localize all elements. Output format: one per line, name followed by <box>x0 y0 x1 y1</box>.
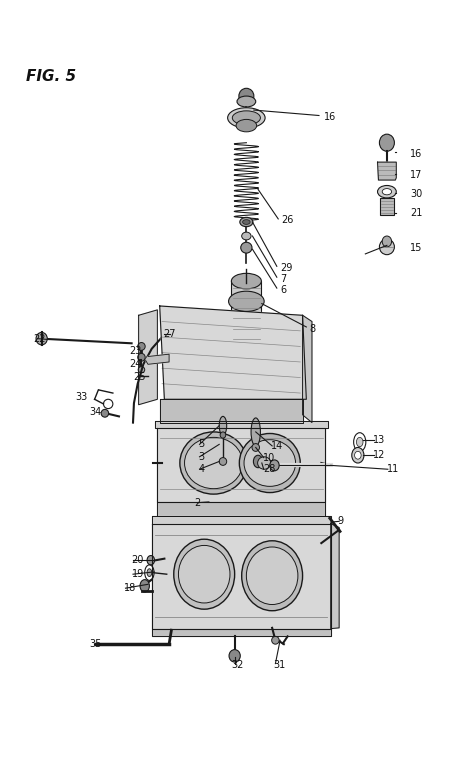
Ellipse shape <box>252 444 259 451</box>
Text: 2: 2 <box>194 498 200 507</box>
Ellipse shape <box>356 438 363 446</box>
Bar <box>231 281 261 346</box>
Polygon shape <box>146 354 169 364</box>
Ellipse shape <box>254 455 263 467</box>
Text: 25: 25 <box>133 372 146 382</box>
Text: 22: 22 <box>33 334 46 345</box>
Ellipse shape <box>36 333 47 345</box>
Text: 20: 20 <box>132 555 144 565</box>
Ellipse shape <box>137 342 145 350</box>
Ellipse shape <box>239 88 254 104</box>
Ellipse shape <box>173 327 181 337</box>
Text: 16: 16 <box>410 149 423 159</box>
Ellipse shape <box>382 189 392 195</box>
Ellipse shape <box>246 547 298 604</box>
Ellipse shape <box>180 432 247 494</box>
Ellipse shape <box>257 456 271 469</box>
Text: 26: 26 <box>282 215 294 226</box>
Ellipse shape <box>379 239 394 254</box>
Polygon shape <box>331 524 339 629</box>
Ellipse shape <box>382 236 392 247</box>
Polygon shape <box>152 629 331 637</box>
Ellipse shape <box>251 418 260 446</box>
Ellipse shape <box>355 451 361 459</box>
Text: 18: 18 <box>124 583 136 594</box>
Ellipse shape <box>231 338 261 354</box>
Polygon shape <box>157 502 325 516</box>
Ellipse shape <box>174 539 235 609</box>
Ellipse shape <box>147 556 155 565</box>
Ellipse shape <box>243 220 250 225</box>
Polygon shape <box>377 162 396 180</box>
Text: FIG. 5: FIG. 5 <box>26 69 76 84</box>
Text: 13: 13 <box>373 435 385 446</box>
Ellipse shape <box>220 432 226 438</box>
Text: 5: 5 <box>199 439 205 449</box>
Text: 8: 8 <box>310 323 316 334</box>
Text: 12: 12 <box>373 450 385 460</box>
Ellipse shape <box>138 366 145 373</box>
Ellipse shape <box>184 438 243 489</box>
Ellipse shape <box>242 541 302 611</box>
Ellipse shape <box>377 186 396 198</box>
Ellipse shape <box>147 568 152 576</box>
Text: 7: 7 <box>280 274 286 283</box>
Ellipse shape <box>241 242 252 253</box>
Text: 34: 34 <box>90 406 102 417</box>
Text: 17: 17 <box>410 170 423 179</box>
Ellipse shape <box>237 96 256 107</box>
Text: 35: 35 <box>90 639 102 649</box>
Text: 10: 10 <box>263 453 275 463</box>
Text: 27: 27 <box>163 329 175 339</box>
Text: 11: 11 <box>387 464 399 474</box>
Text: 29: 29 <box>280 263 292 273</box>
Ellipse shape <box>137 353 145 361</box>
Ellipse shape <box>219 457 227 465</box>
Ellipse shape <box>232 111 260 124</box>
Ellipse shape <box>379 134 394 151</box>
Ellipse shape <box>242 232 251 240</box>
Polygon shape <box>138 310 157 405</box>
Ellipse shape <box>240 218 253 227</box>
Ellipse shape <box>228 108 265 128</box>
Ellipse shape <box>228 291 264 312</box>
Bar <box>380 198 394 215</box>
Text: 23: 23 <box>129 346 142 356</box>
Text: 19: 19 <box>132 569 144 579</box>
Text: 32: 32 <box>231 660 244 670</box>
Text: 16: 16 <box>324 112 336 122</box>
Ellipse shape <box>244 440 296 486</box>
Ellipse shape <box>270 460 279 471</box>
Polygon shape <box>160 306 306 399</box>
Text: 33: 33 <box>75 392 88 402</box>
Polygon shape <box>157 428 325 502</box>
Ellipse shape <box>231 273 261 289</box>
Ellipse shape <box>236 119 257 132</box>
Text: 14: 14 <box>271 441 283 451</box>
Ellipse shape <box>352 447 364 463</box>
Text: 3: 3 <box>199 452 205 462</box>
Text: 31: 31 <box>273 660 286 670</box>
Ellipse shape <box>219 417 227 435</box>
Ellipse shape <box>140 579 149 592</box>
Text: 15: 15 <box>410 243 423 253</box>
Text: 21: 21 <box>410 208 423 218</box>
Ellipse shape <box>178 546 230 603</box>
Text: 30: 30 <box>410 189 423 199</box>
Text: 9: 9 <box>337 516 344 526</box>
Polygon shape <box>155 421 328 428</box>
Text: 28: 28 <box>263 464 275 474</box>
Text: 4: 4 <box>199 464 205 474</box>
Text: 6: 6 <box>280 285 286 294</box>
Text: 24: 24 <box>129 359 142 369</box>
Polygon shape <box>302 316 312 423</box>
Polygon shape <box>152 524 331 629</box>
Ellipse shape <box>101 410 109 417</box>
Ellipse shape <box>229 650 240 662</box>
Ellipse shape <box>272 637 279 644</box>
Polygon shape <box>152 516 331 524</box>
Polygon shape <box>160 399 302 423</box>
Ellipse shape <box>239 434 300 493</box>
